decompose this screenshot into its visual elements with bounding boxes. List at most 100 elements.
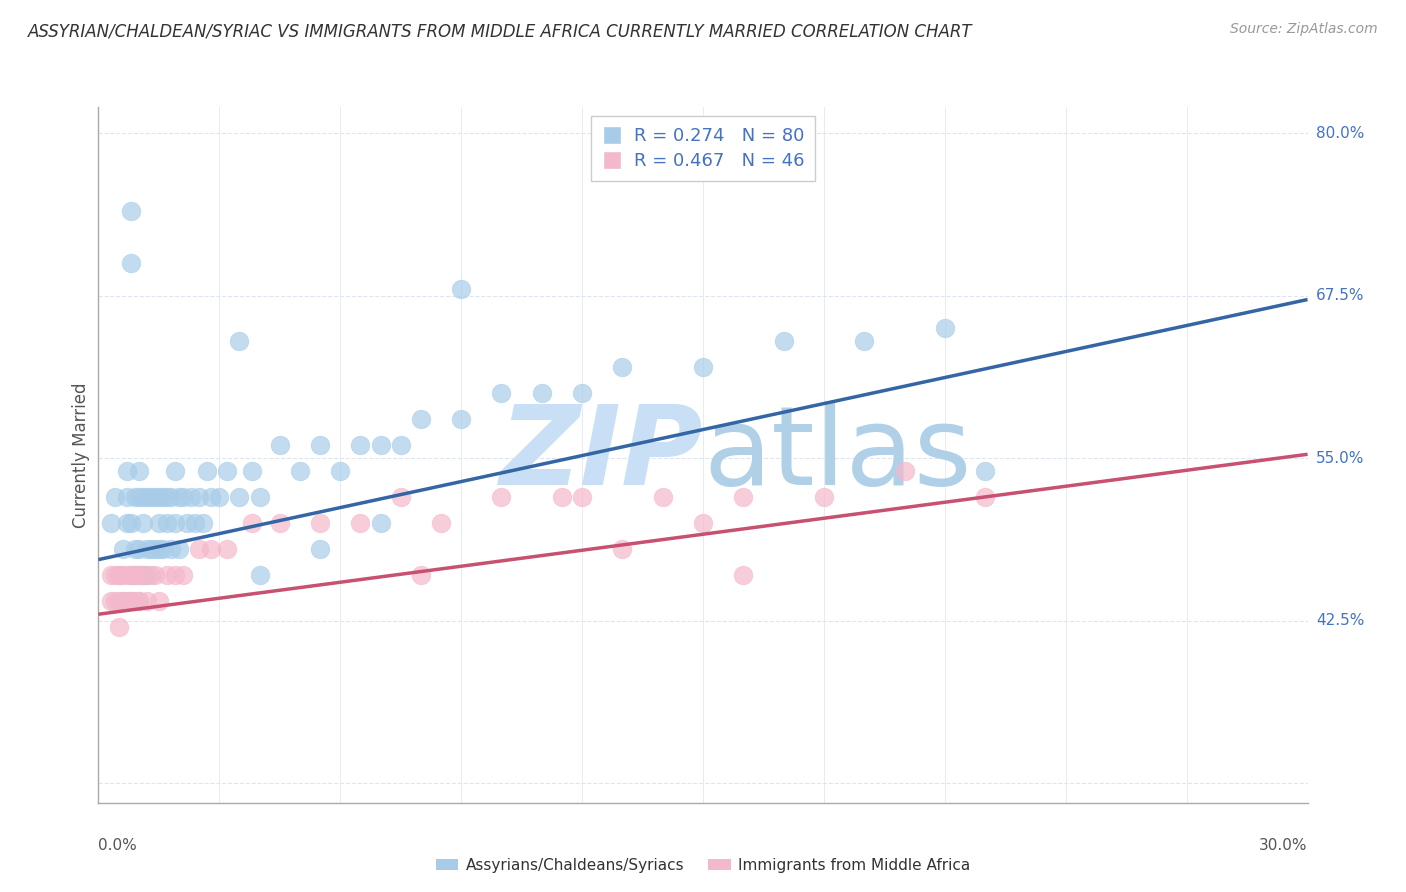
Point (692, 360, 714, 375)
Point (120, 594, 142, 608)
Point (772, 334, 794, 348)
Y-axis label: Currently Married: Currently Married (72, 382, 90, 528)
Point (491, 386, 513, 401)
Point (100, 568, 122, 582)
Point (409, 568, 432, 582)
Point (143, 542, 166, 557)
Point (132, 568, 155, 582)
Point (733, 490, 755, 504)
Point (148, 594, 170, 608)
Point (128, 594, 150, 608)
Point (188, 490, 211, 504)
Point (128, 464, 150, 478)
Point (893, 464, 915, 478)
Point (217, 542, 239, 557)
Point (195, 464, 218, 478)
Point (100, 516, 122, 531)
Point (120, 568, 142, 582)
Text: 42.5%: 42.5% (1316, 613, 1364, 628)
Point (107, 620, 129, 634)
Point (176, 516, 198, 531)
Point (491, 490, 513, 504)
Point (132, 568, 155, 582)
Point (115, 568, 138, 582)
Point (288, 464, 311, 478)
Point (128, 594, 150, 608)
Point (124, 542, 146, 557)
Point (156, 490, 179, 504)
Point (128, 568, 150, 582)
Point (128, 490, 150, 504)
Text: atlas: atlas (703, 401, 972, 508)
Point (120, 516, 142, 531)
Point (430, 516, 453, 531)
Point (208, 490, 231, 504)
Point (612, 542, 634, 557)
Point (124, 490, 146, 504)
Point (100, 594, 122, 608)
Point (135, 542, 157, 557)
Point (349, 516, 371, 531)
Point (309, 542, 332, 557)
Text: 0.0%: 0.0% (98, 838, 138, 854)
Point (329, 464, 352, 478)
Point (370, 438, 392, 452)
Point (450, 412, 472, 426)
Point (180, 490, 202, 504)
Point (120, 594, 142, 608)
Point (160, 490, 183, 504)
Point (172, 490, 194, 504)
Point (200, 542, 222, 557)
Point (115, 464, 138, 478)
Point (103, 594, 125, 608)
Point (163, 516, 186, 531)
Point (135, 568, 157, 582)
Point (249, 568, 271, 582)
Point (309, 516, 332, 531)
Point (167, 490, 190, 504)
Point (128, 568, 150, 582)
Point (132, 516, 155, 531)
Point (269, 438, 291, 452)
Text: Source: ZipAtlas.com: Source: ZipAtlas.com (1230, 22, 1378, 37)
Point (107, 568, 129, 582)
Point (148, 490, 170, 504)
Point (188, 542, 211, 557)
Point (111, 594, 134, 608)
Point (107, 568, 129, 582)
Point (120, 568, 142, 582)
Point (115, 594, 138, 608)
Point (167, 542, 190, 557)
Point (152, 490, 174, 504)
Point (111, 542, 134, 557)
Point (124, 568, 146, 582)
Point (530, 386, 553, 401)
Point (217, 464, 239, 478)
Text: 30.0%: 30.0% (1260, 838, 1308, 854)
Point (111, 568, 134, 582)
Text: 80.0%: 80.0% (1316, 126, 1364, 141)
Point (132, 490, 155, 504)
Point (120, 256, 142, 270)
Point (120, 204, 142, 219)
Point (269, 516, 291, 531)
Point (103, 568, 125, 582)
Point (450, 282, 472, 296)
Legend: Assyrians/Chaldeans/Syriacs, Immigrants from Middle Africa: Assyrians/Chaldeans/Syriacs, Immigrants … (429, 852, 977, 879)
Point (107, 594, 129, 608)
Point (200, 490, 222, 504)
Point (551, 490, 574, 504)
Point (111, 594, 134, 608)
Point (370, 516, 392, 531)
Point (571, 490, 593, 504)
Point (853, 334, 876, 348)
Point (115, 490, 138, 504)
Point (148, 542, 170, 557)
Point (193, 516, 215, 531)
Point (139, 568, 162, 582)
Point (143, 490, 166, 504)
Point (240, 516, 263, 531)
Point (240, 464, 263, 478)
Point (934, 321, 956, 335)
Point (139, 542, 162, 557)
